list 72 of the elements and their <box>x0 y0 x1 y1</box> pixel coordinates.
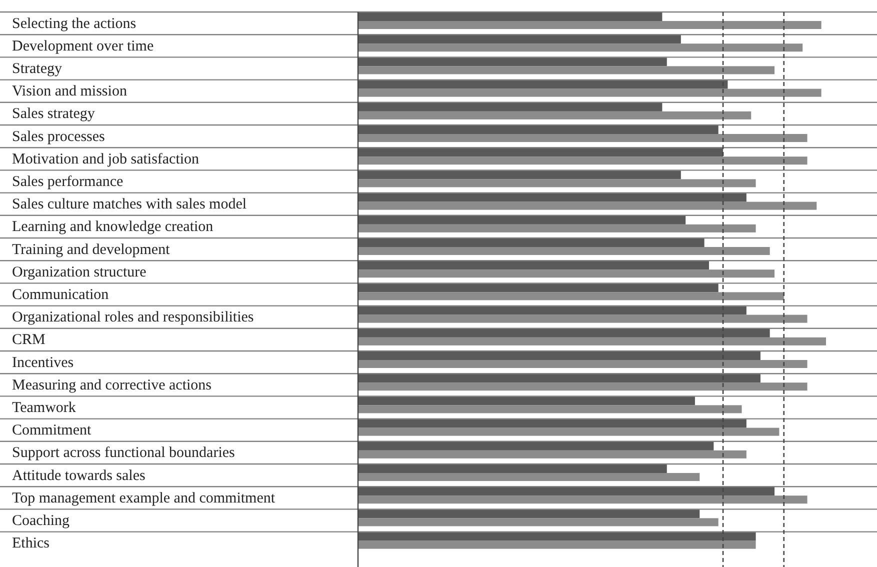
bar <box>358 270 775 278</box>
bar <box>358 66 775 74</box>
y-tick-label: Organizational roles and responsibilities <box>12 310 254 326</box>
y-tick-label: Ethics <box>12 536 50 552</box>
bar <box>358 21 822 29</box>
bar <box>358 518 718 526</box>
y-tick-label: Strategy <box>12 61 62 77</box>
bar <box>358 88 822 97</box>
y-tick-label: Support across functional boundaries <box>12 445 236 462</box>
bar <box>358 464 667 473</box>
bar <box>358 540 756 549</box>
bar <box>358 337 826 346</box>
bar <box>358 292 784 300</box>
bar <box>358 102 662 112</box>
bar <box>358 224 756 232</box>
bar <box>358 450 746 458</box>
y-tick-label: Sales culture matches with sales model <box>12 196 247 213</box>
bar <box>358 134 808 142</box>
bar <box>358 428 780 436</box>
bar <box>358 80 728 89</box>
bar <box>358 487 775 496</box>
y-tick-label: CRM <box>12 332 46 348</box>
bar <box>358 284 718 292</box>
bar <box>358 126 718 134</box>
bar <box>358 419 746 428</box>
bar <box>358 58 667 66</box>
bar <box>358 148 724 157</box>
bar <box>358 396 695 406</box>
bar <box>358 510 700 518</box>
bar <box>358 314 808 323</box>
bar <box>358 170 681 180</box>
y-tick-label: Communication <box>12 287 110 303</box>
bar <box>358 216 686 224</box>
y-tick-label: Coaching <box>12 513 70 529</box>
y-tick-label: Sales performance <box>12 174 124 190</box>
bar <box>358 532 756 541</box>
bar <box>358 306 746 315</box>
y-tick-label: Training and development <box>12 242 171 258</box>
bar <box>358 156 808 165</box>
bar <box>358 179 756 188</box>
y-tick-label: Top management example and commitment <box>12 490 276 506</box>
y-tick-label: Vision and mission <box>12 84 128 100</box>
bar <box>358 374 760 383</box>
y-tick-label: Selecting the actions <box>12 16 136 32</box>
bar <box>358 12 662 21</box>
bar <box>358 202 817 210</box>
bar <box>358 193 746 202</box>
y-tick-label: Learning and knowledge creation <box>12 219 214 236</box>
y-tick-label: Organization structure <box>12 264 147 280</box>
bar <box>358 328 770 338</box>
bar <box>358 238 704 247</box>
bar <box>358 473 700 481</box>
bar <box>358 496 808 504</box>
bar <box>358 44 803 52</box>
y-tick-label: Commitment <box>12 422 92 439</box>
y-tick-label: Sales strategy <box>12 106 96 122</box>
y-tick-label: Measuring and corrective actions <box>12 377 212 394</box>
bar <box>358 442 714 450</box>
bar <box>358 247 770 255</box>
y-tick-label: Development over time <box>12 38 154 54</box>
y-tick-label: Teamwork <box>12 400 76 416</box>
y-tick-label: Motivation and job satisfaction <box>12 151 200 168</box>
y-tick-label: Sales processes <box>12 128 106 145</box>
bar <box>358 405 742 414</box>
bar <box>358 382 808 391</box>
bar <box>358 261 709 270</box>
y-tick-label: Incentives <box>12 354 74 371</box>
y-tick-label: Attitude towards sales <box>12 468 146 484</box>
bar <box>358 111 752 120</box>
bar <box>358 352 760 360</box>
bar <box>358 360 808 368</box>
bar <box>358 35 681 44</box>
